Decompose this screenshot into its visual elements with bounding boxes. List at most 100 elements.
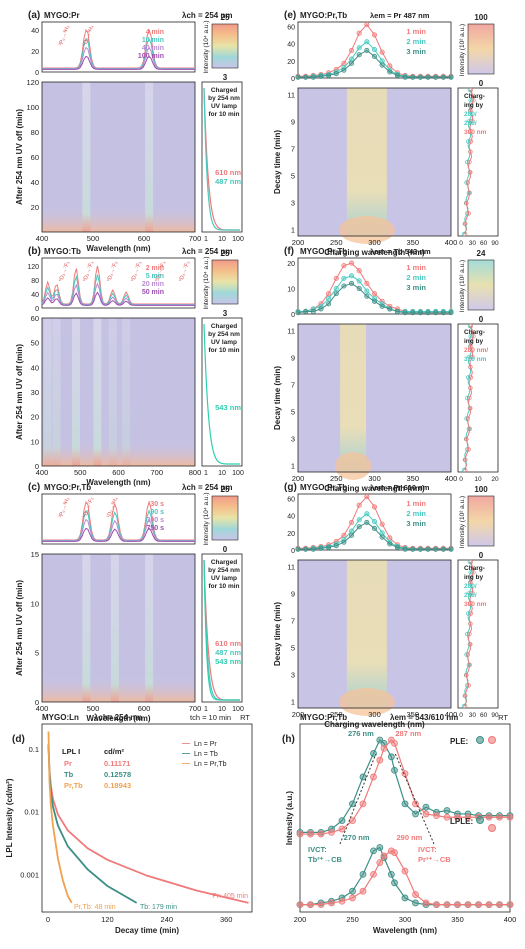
y-tick-label: 11 <box>287 91 295 100</box>
excitation-point <box>410 310 416 316</box>
excitation-point <box>364 288 370 294</box>
y-tick-label: 7 <box>291 381 295 390</box>
excitation-point <box>356 517 362 523</box>
decay-frame <box>201 81 243 233</box>
colorbar-min: 0 <box>479 79 484 88</box>
legend-entry: PLE: <box>450 737 468 746</box>
x-axis-label: Decay time (min) <box>115 926 179 935</box>
x-axis-label: Charging wavelength (nm) <box>324 248 425 257</box>
excitation-point <box>401 894 409 902</box>
sample-name: MYGO:Pr,Tb <box>44 483 91 492</box>
ivct-label: Tb³⁺→CB <box>308 855 343 864</box>
y-tick-label: 40 <box>31 363 39 372</box>
decay-trace <box>464 561 475 707</box>
excitation-point <box>433 310 439 316</box>
charging-wavelength-label: 290/ <box>464 120 477 127</box>
x-tick-label: 1 <box>204 470 208 477</box>
excitation-point <box>379 530 385 536</box>
decay-point <box>468 611 474 616</box>
heatmap-frame <box>41 317 196 467</box>
decay-point <box>470 354 475 360</box>
x-tick-label: 0 <box>459 240 463 247</box>
emission-label: λem = Pr 610 nm <box>370 483 430 492</box>
legend-entry: 1 min <box>406 27 426 36</box>
colorbar-label: Intensity (10² a.u.) <box>459 260 466 312</box>
excitation-point <box>348 273 355 279</box>
excitation-label: λch = 254 nm <box>182 247 232 256</box>
heatmap-hotspot <box>338 688 395 716</box>
decay-point <box>464 672 469 678</box>
excitation-point <box>303 74 309 80</box>
excitation-point <box>391 879 398 887</box>
legend-swatch: — <box>182 749 190 758</box>
excitation-point <box>359 887 367 895</box>
charging-wavelength-label: 280 nm/ <box>464 347 488 354</box>
legend-marker <box>476 736 484 744</box>
excitation-point <box>341 275 347 281</box>
legend-entry: 2 min <box>406 37 426 46</box>
emission-stripe <box>82 554 91 702</box>
charging-wavelength-label: 280/ <box>464 111 477 118</box>
excitation-point <box>348 60 355 66</box>
excitation-point <box>376 844 384 851</box>
x-tick-label: 1 <box>204 236 208 243</box>
x-tick-label: 240 <box>161 915 174 924</box>
y-tick-label: 80 <box>31 278 39 285</box>
decay-point <box>468 621 473 626</box>
x-tick-label: 800 <box>189 468 202 477</box>
excitation-point <box>410 546 416 552</box>
decay-series-label: 543 nm <box>215 657 241 666</box>
heatmap-frame <box>41 553 196 703</box>
legend-entry: 300 s <box>146 517 164 524</box>
colorbar-max: 100 <box>474 485 488 494</box>
x-tick-label: 300 <box>399 915 412 924</box>
y-tick-label: 40 <box>31 292 39 299</box>
decay-point <box>468 170 473 175</box>
y-tick-label: 50 <box>31 339 39 348</box>
charging-note: Charged <box>211 323 237 330</box>
excitation-point <box>391 739 398 747</box>
heatmap-frame <box>297 323 452 473</box>
excitation-point <box>440 310 446 316</box>
colorbar-label: Intensity (10⁴ a.u.) <box>203 256 210 309</box>
x-tick-label: 600 <box>112 468 125 477</box>
heatmap-frame <box>297 559 452 709</box>
excitation-point <box>318 73 324 79</box>
x-tick-label: 500 <box>74 468 87 477</box>
excitation-point <box>341 532 347 538</box>
excitation-point <box>341 67 347 73</box>
table-header: LPL I <box>62 747 80 756</box>
top-spectrum-frame <box>41 257 196 309</box>
peak-label: 270 nm <box>344 833 370 842</box>
excitation-point <box>349 887 356 895</box>
ivct-label: IVCT: <box>308 845 327 854</box>
colorbar-label: Intensity (10⁴ a.u.) <box>203 20 210 73</box>
excitation-point <box>371 504 378 510</box>
transition-label: ⁵D₄→⁷F₅ <box>129 260 143 283</box>
y-tick-label: 0 <box>35 70 39 77</box>
x-tick-label: 600 <box>138 234 151 243</box>
excitation-point <box>348 532 355 538</box>
x-axis-label: Wavelength (nm) <box>373 926 437 935</box>
decay-point <box>465 652 471 657</box>
x-tick-label: 200 <box>294 915 307 924</box>
decay-series-label: 487 nm <box>215 648 241 657</box>
x-tick-label: 700 <box>150 468 163 477</box>
y-tick-label: 7 <box>291 145 295 154</box>
decay-frame <box>457 559 499 709</box>
colorbar-max: 24 <box>477 249 486 258</box>
y-tick-label: 10 <box>31 599 39 608</box>
decay-curve <box>203 323 240 465</box>
y-tick-label: 1 <box>291 461 295 470</box>
x-tick-label: 100 <box>232 470 244 477</box>
x-axis-label: Charging wavelength (nm) <box>324 484 425 493</box>
y-tick-label: 5 <box>291 643 295 652</box>
decay-point <box>462 221 467 226</box>
excitation-point <box>333 285 339 292</box>
x-tick-label: 0 <box>46 915 50 924</box>
excitation-point <box>326 301 332 307</box>
decay-point <box>465 180 471 185</box>
x-tick-label: 250 <box>346 915 359 924</box>
y-tick-label: 20 <box>287 59 295 66</box>
